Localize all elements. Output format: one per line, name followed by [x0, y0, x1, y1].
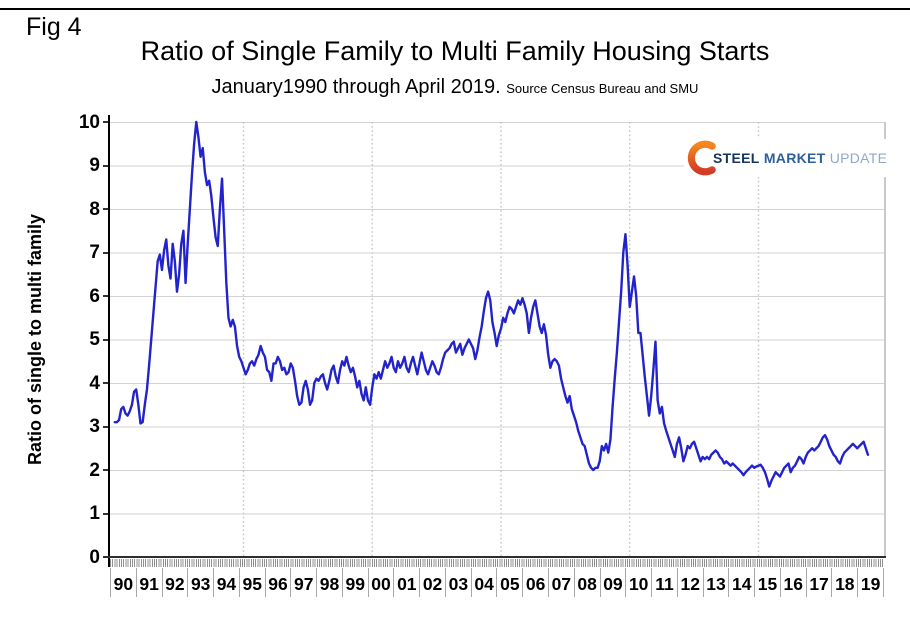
x-axis-line [104, 556, 886, 558]
year-label: 17 [805, 568, 832, 597]
year-label: 13 [702, 568, 729, 597]
year-label: 94 [213, 568, 239, 597]
y-tick-label: 7 [89, 242, 100, 263]
year-label: 90 [110, 568, 136, 597]
y-axis-line [108, 115, 110, 567]
year-label: 08 [573, 568, 600, 597]
y-tick-mark [103, 512, 110, 515]
y-tick-mark [103, 164, 110, 167]
y-tick-label: 0 [89, 546, 100, 568]
figure-number-label: Fig 4 [26, 13, 82, 41]
year-label: 96 [264, 568, 291, 597]
y-tick-mark [103, 469, 110, 471]
year-label: 14 [728, 568, 754, 597]
y-tick-label: 3 [89, 416, 100, 437]
y-tick-mark [103, 295, 110, 297]
year-label: 98 [316, 568, 342, 597]
year-label: 99 [341, 568, 368, 597]
year-label: 97 [290, 568, 316, 597]
year-label: 11 [651, 568, 677, 597]
year-label: 09 [599, 568, 626, 597]
logo-word-steel: STEEL [713, 150, 760, 166]
year-label: 06 [522, 568, 548, 597]
year-label: 05 [496, 568, 522, 597]
year-label: 12 [676, 568, 703, 597]
y-tick-mark [103, 121, 110, 123]
year-label: 10 [625, 568, 651, 597]
smu-logo-text: STEEL MARKET UPDATE [713, 150, 887, 166]
chart-title: Ratio of Single Family to Multi Family H… [140, 36, 770, 66]
monthly-tick-band [110, 559, 884, 567]
logo-word-update: UPDATE [829, 150, 888, 166]
y-tick-mark [103, 208, 110, 210]
y-tick-label: 10 [78, 111, 100, 133]
year-label: 18 [831, 568, 857, 597]
logo-word-market: MARKET [763, 150, 826, 166]
y-tick-label: 5 [89, 329, 100, 350]
plot-area [110, 120, 886, 557]
year-label: 16 [779, 568, 806, 597]
year-axis-row: 90 91 92 93 94 95 96 97 98 99 00 01 02 03 04 05 06 07 08 09… [110, 568, 884, 597]
smu-crescent-icon [687, 140, 716, 176]
year-label: 91 [135, 568, 162, 597]
y-tick-mark [103, 338, 110, 341]
chart-subtitle: January1990 through April 2019. Source C… [0, 76, 910, 99]
year-label: 00 [367, 568, 394, 597]
y-tick-label: 2 [89, 459, 100, 481]
year-label: 15 [754, 568, 780, 597]
year-label: 95 [238, 568, 265, 597]
y-axis-title: Ratio of single to multi family [24, 213, 45, 466]
year-label: 07 [548, 568, 574, 597]
y-tick-mark [103, 251, 110, 254]
y-tick-label: 8 [89, 198, 100, 220]
y-tick-mark [103, 425, 110, 428]
smu-logo: STEEL MARKET UPDATE [684, 139, 894, 177]
y-tick-label: 6 [89, 285, 100, 307]
y-tick-labels: 10 9 8 7 6 5 4 3 2 1 0 [56, 112, 100, 568]
ratio-line-chart [113, 120, 870, 557]
year-label: 92 [161, 568, 188, 597]
year-label: 93 [187, 568, 213, 597]
y-tick-label: 1 [89, 503, 100, 524]
y-tick-mark [103, 382, 110, 384]
date-range-text: January1990 through April 2019. [211, 76, 501, 98]
year-label: 02 [419, 568, 445, 597]
year-label: 03 [444, 568, 471, 597]
year-label: 01 [393, 568, 419, 597]
year-label: 04 [470, 568, 497, 597]
source-note: Source Census Bureau and SMU [506, 81, 699, 96]
top-border-rule [0, 8, 910, 10]
ratio-line-series [113, 120, 870, 488]
year-label: 19 [857, 568, 884, 597]
y-tick-label: 4 [89, 372, 100, 394]
y-tick-label: 9 [89, 155, 100, 176]
